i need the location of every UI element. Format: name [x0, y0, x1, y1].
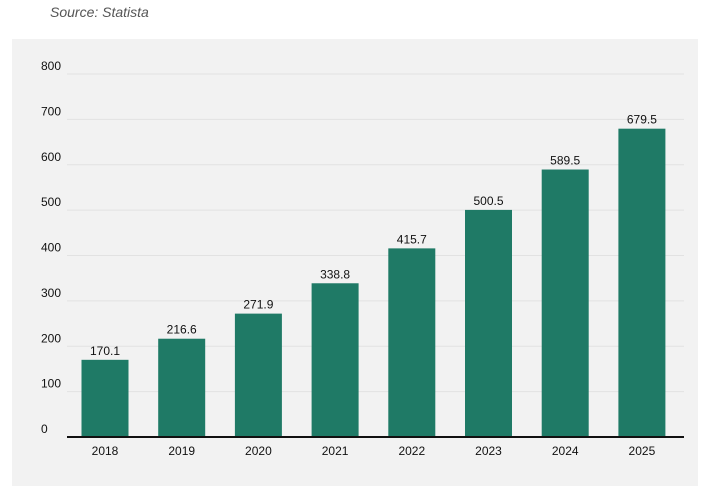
y-tick-label: 200 [41, 331, 61, 345]
chart-panel: 0 100 200 300 400 500 600 700 800 170.1 2018 216.6 2… [12, 39, 698, 486]
bar [541, 169, 589, 437]
bar [618, 128, 666, 437]
x-tick-label: 2019 [168, 444, 195, 458]
data-label: 589.5 [550, 154, 580, 168]
data-label: 170.1 [90, 344, 120, 358]
y-tick-label: 300 [41, 286, 61, 300]
x-tick-label: 2024 [552, 444, 579, 458]
y-tick-label: 600 [41, 150, 61, 164]
y-tick-label: 100 [41, 377, 61, 391]
source-note: Source: Statista [50, 4, 149, 20]
y-tick-label: 0 [41, 422, 48, 436]
x-tick-label: 2021 [322, 444, 349, 458]
y-tick-label: 800 [41, 59, 61, 73]
x-tick-label: 2018 [92, 444, 119, 458]
bar [158, 338, 206, 437]
y-tick-label: 500 [41, 195, 61, 209]
x-tick-label: 2025 [629, 444, 656, 458]
y-tick-label: 400 [41, 241, 61, 255]
x-tick-label: 2023 [475, 444, 502, 458]
data-label: 216.6 [167, 323, 197, 337]
bar [465, 209, 512, 437]
bar [388, 248, 436, 437]
bar [311, 283, 359, 437]
x-tick-label: 2020 [245, 444, 272, 458]
y-tick-label: 700 [41, 104, 61, 118]
data-label: 338.8 [320, 267, 350, 281]
data-label: 271.9 [243, 298, 273, 312]
bar-chart: 0 100 200 300 400 500 600 700 800 170.1 2018 216.6 2… [41, 59, 684, 458]
bar [81, 359, 129, 437]
data-label: 500.5 [473, 194, 503, 208]
data-label: 415.7 [397, 232, 427, 246]
data-label: 679.5 [627, 113, 657, 127]
x-tick-label: 2022 [398, 444, 425, 458]
bar [234, 313, 282, 437]
